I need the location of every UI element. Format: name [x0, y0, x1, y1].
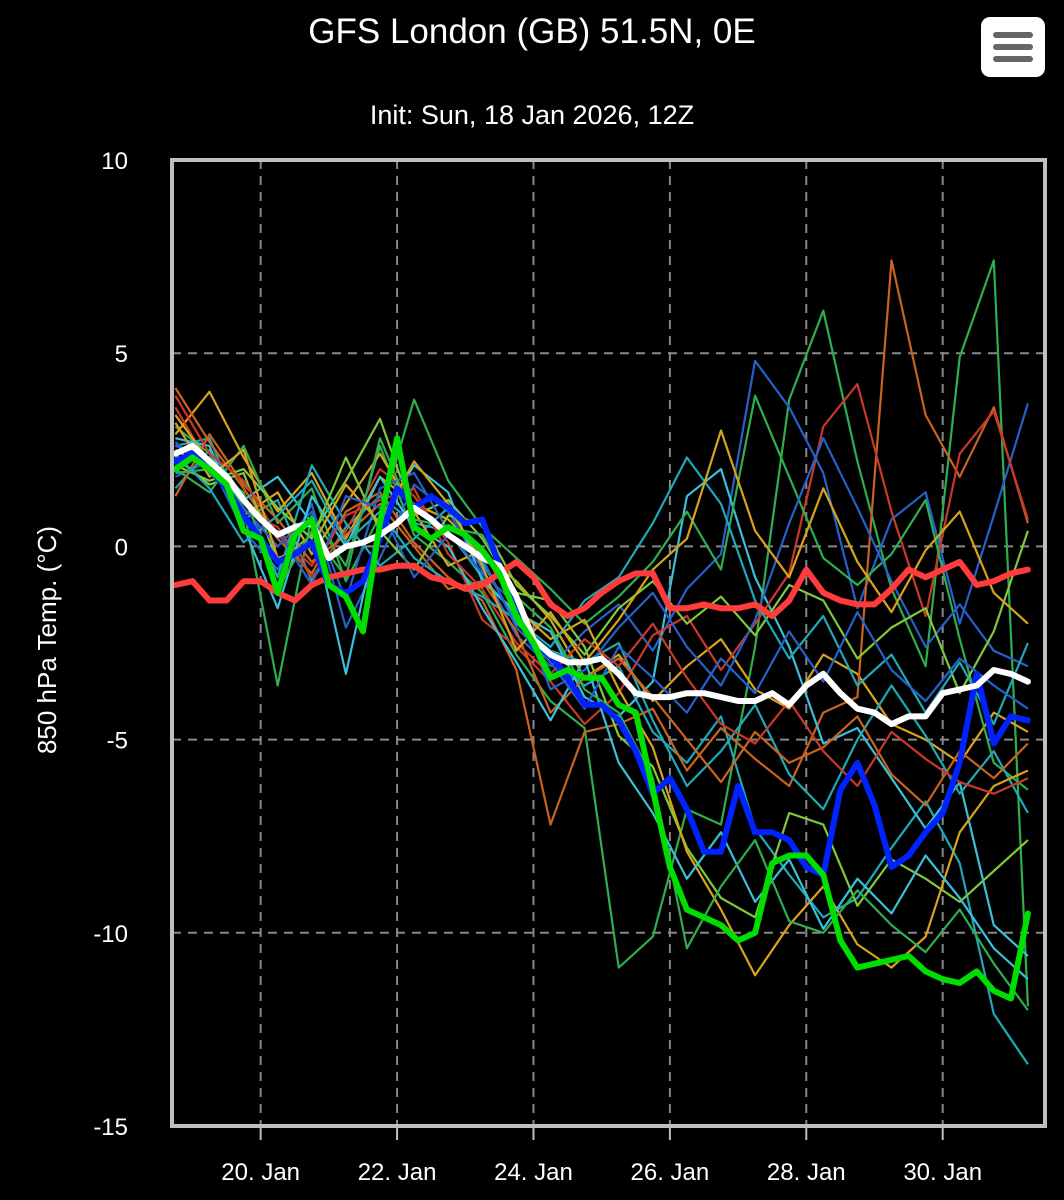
ensemble-member-14-line — [174, 456, 1029, 695]
y-tick-label: -10 — [93, 921, 128, 948]
ensemble-member-15-line — [175, 437, 1029, 981]
ensemble-member-11-line — [174, 414, 1029, 977]
x-tick-label: 28. Jan — [767, 1159, 846, 1186]
ensemble-member-03-line — [174, 390, 1029, 764]
menu-button[interactable] — [981, 17, 1045, 77]
y-tick-label: -15 — [93, 1114, 128, 1141]
y-tick-label: -5 — [107, 728, 128, 755]
y-axis: 10 5 0 -5 -10 -15 — [93, 148, 128, 1141]
ensemble-member-04-line — [174, 359, 1029, 668]
x-tick-label: 22. Jan — [358, 1159, 437, 1186]
y-tick-label: 10 — [101, 148, 128, 175]
grid — [172, 160, 1045, 1126]
y-tick-label: 0 — [115, 534, 128, 561]
x-tick-label: 26. Jan — [631, 1159, 710, 1186]
x-tick-label: 30. Jan — [903, 1159, 982, 1186]
chart-title: GFS London (GB) 51.5N, 0E — [308, 12, 756, 51]
ensemble-member-01-line — [174, 259, 1029, 1007]
plot-frame — [170, 158, 1047, 1128]
ensemble-member-highlight-line — [172, 435, 1031, 1002]
highlighted-series — [172, 435, 1031, 1002]
x-tick-label: 20. Jan — [221, 1159, 300, 1186]
y-tick-label: 5 — [115, 341, 128, 368]
x-axis: 20. Jan 22. Jan 24. Jan 26. Jan 28. Jan 30. J… — [221, 1128, 982, 1186]
y-axis-title: 850 hPa Temp. (°C) — [32, 526, 62, 754]
control-line — [172, 558, 1031, 619]
x-tick-label: 24. Jan — [494, 1159, 573, 1186]
chart-subtitle: Init: Sun, 18 Jan 2026, 12Z — [369, 100, 695, 130]
operational-line — [172, 450, 1031, 878]
